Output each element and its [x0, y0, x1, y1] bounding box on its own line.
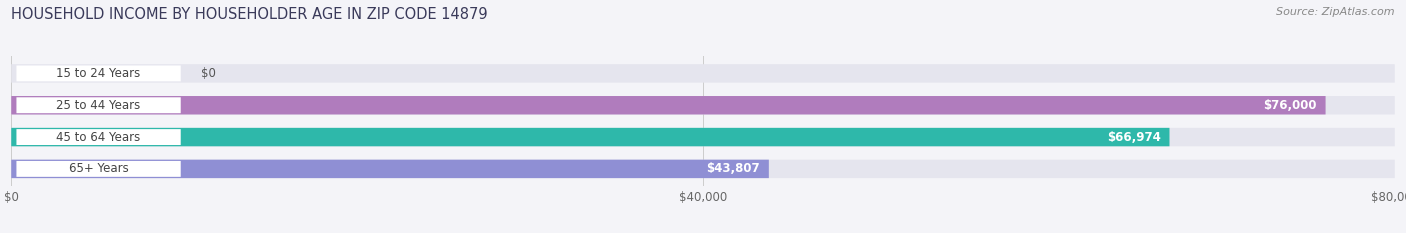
Text: 15 to 24 Years: 15 to 24 Years: [56, 67, 141, 80]
FancyBboxPatch shape: [11, 160, 769, 178]
Text: HOUSEHOLD INCOME BY HOUSEHOLDER AGE IN ZIP CODE 14879: HOUSEHOLD INCOME BY HOUSEHOLDER AGE IN Z…: [11, 7, 488, 22]
FancyBboxPatch shape: [11, 96, 1326, 114]
FancyBboxPatch shape: [17, 97, 181, 113]
FancyBboxPatch shape: [11, 128, 1170, 146]
FancyBboxPatch shape: [17, 65, 181, 81]
FancyBboxPatch shape: [17, 129, 181, 145]
FancyBboxPatch shape: [11, 128, 1395, 146]
Text: $66,974: $66,974: [1107, 130, 1161, 144]
Text: 65+ Years: 65+ Years: [69, 162, 128, 175]
Text: $0: $0: [201, 67, 217, 80]
FancyBboxPatch shape: [11, 64, 1395, 83]
FancyBboxPatch shape: [17, 161, 181, 177]
Text: $76,000: $76,000: [1264, 99, 1317, 112]
Text: $43,807: $43,807: [707, 162, 761, 175]
FancyBboxPatch shape: [11, 96, 1395, 114]
Text: 45 to 64 Years: 45 to 64 Years: [56, 130, 141, 144]
FancyBboxPatch shape: [11, 160, 1395, 178]
Text: Source: ZipAtlas.com: Source: ZipAtlas.com: [1277, 7, 1395, 17]
Text: 25 to 44 Years: 25 to 44 Years: [56, 99, 141, 112]
